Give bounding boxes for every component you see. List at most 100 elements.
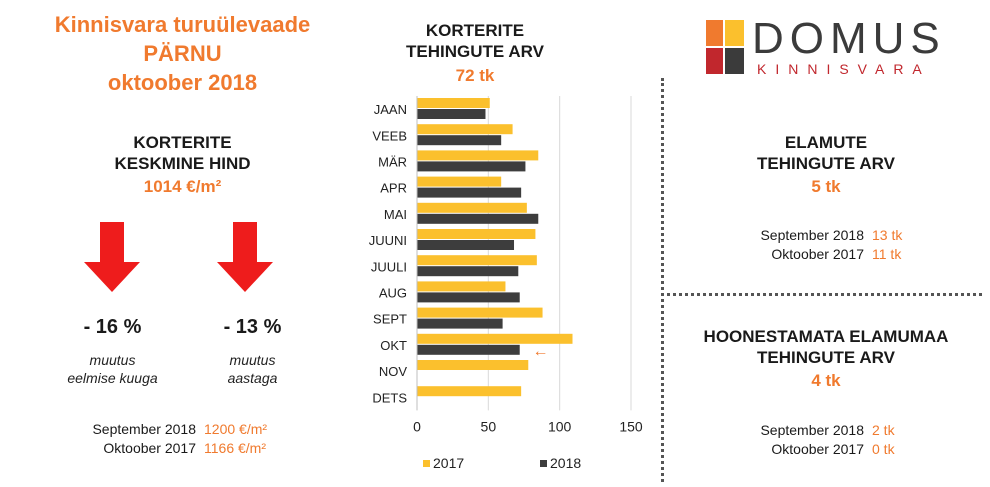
category-label: NOV — [379, 364, 408, 379]
price-comparison-value: 1200 €/m² — [204, 421, 268, 437]
report-title-line-2: PÄRNU — [143, 41, 222, 66]
bar-2017 — [417, 229, 536, 239]
bar-2018 — [417, 187, 522, 198]
price-value: 1014 €/m² — [143, 177, 222, 196]
chart-category-labels: JAAN VEEB MÄR APR MAI JUUNI JUULI AUG SEPT OKT NOV… — [369, 102, 408, 405]
chart-gridlines — [487, 96, 632, 411]
houses-deals-block: ELAMUTE TEHINGUTE ARV 5 tk — [670, 132, 982, 197]
change-year-caption-2: aastaga — [227, 370, 278, 386]
price-heading-line-1: KORTERITE — [133, 133, 232, 152]
category-label: JUULI — [371, 259, 407, 274]
bar-2018 — [417, 266, 519, 277]
change-month-value: - 16 % — [83, 316, 142, 338]
houses-comparison-row: September 2018 13 tk — [712, 226, 902, 245]
x-tick-label: 0 — [413, 418, 421, 434]
deals-heading-line-2: TEHINGUTE ARV — [406, 42, 544, 61]
price-comparison-row: September 2018 1200 €/m² — [50, 420, 267, 439]
chart-x-tick-labels: 0 50 100 150 — [413, 418, 643, 434]
category-label: MÄR — [378, 155, 407, 170]
report-title-line-1: Kinnisvara turuülevaade — [54, 12, 311, 37]
logo-subtitle: KINNISVARA — [757, 61, 931, 77]
category-label: APR — [380, 181, 407, 196]
bar-2017 — [417, 150, 539, 161]
price-comparison-label: September 2018 — [92, 421, 196, 437]
price-comparison-label: Oktoober 2017 — [103, 440, 196, 456]
domus-logo: DOMUS KINNISVARA — [706, 14, 976, 78]
change-month-caption-2: eelmise kuuga — [67, 370, 158, 386]
category-label: JAAN — [374, 102, 407, 117]
land-comparisons: September 2018 2 tk Oktoober 2017 0 tk — [712, 421, 895, 459]
houses-value: 5 tk — [811, 177, 841, 196]
chart-bars — [417, 98, 573, 397]
bar-2018 — [417, 161, 526, 172]
category-label: SEPT — [373, 312, 407, 327]
land-comparison-value: 0 tk — [872, 441, 895, 457]
bar-2017 — [417, 255, 537, 266]
bar-2017 — [417, 281, 506, 292]
bar-2017 — [417, 386, 522, 397]
legend-label: 2018 — [550, 455, 581, 471]
land-comparison-value: 2 tk — [872, 422, 895, 438]
land-comparison-row: Oktoober 2017 0 tk — [712, 440, 895, 459]
apartment-price-block: KORTERITE KESKMINE HIND 1014 €/m² — [0, 132, 365, 197]
price-heading-line-2: KESKMINE HIND — [114, 154, 251, 173]
deals-total: 72 tk — [455, 66, 495, 85]
bar-2018 — [417, 135, 502, 146]
houses-heading-line-2: TEHINGUTE ARV — [757, 154, 895, 173]
land-deals-block: HOONESTAMATA ELAMUMAA TEHINGUTE ARV 4 tk — [670, 326, 982, 391]
horizontal-dotted-divider — [667, 293, 982, 296]
houses-comparison-value: 13 tk — [872, 227, 903, 243]
land-value: 4 tk — [811, 371, 841, 390]
bar-2017 — [417, 202, 527, 213]
bar-2018 — [417, 292, 520, 303]
houses-comparison-value: 11 tk — [872, 246, 902, 262]
x-tick-label: 50 — [481, 418, 497, 434]
change-month: - 16 % muutus eelmise kuuga — [40, 316, 185, 387]
bar-2018 — [417, 344, 520, 355]
report-title-line-3: oktoober 2018 — [107, 70, 258, 95]
logo-name: DOMUS — [752, 14, 946, 63]
price-comparison-value: 1166 €/m² — [204, 440, 266, 456]
x-tick-label: 100 — [548, 418, 572, 434]
category-label: OKT — [380, 338, 407, 353]
report-title: Kinnisvara turuülevaade PÄRNU oktoober 2… — [0, 10, 365, 97]
category-label: VEEB — [372, 128, 407, 143]
land-heading-line-2: TEHINGUTE ARV — [757, 348, 895, 367]
land-comparison-row: September 2018 2 tk — [712, 421, 895, 440]
category-label: MAI — [384, 207, 407, 222]
price-comparison-row: Oktoober 2017 1166 €/m² — [50, 439, 267, 458]
land-heading-line-1: HOONESTAMATA ELAMUMAA — [703, 327, 949, 346]
land-comparison-label: September 2018 — [760, 422, 864, 438]
change-year-caption-1: muutus — [229, 352, 276, 368]
bar-2018 — [417, 213, 539, 224]
houses-comparison-row: Oktoober 2017 11 tk — [712, 245, 902, 264]
apartment-deals-chart: JAAN VEEB MÄR APR MAI JUUNI JUULI AUG SEPT OKT NOV… — [369, 96, 643, 471]
bar-2017 — [417, 98, 490, 108]
houses-comparisons: September 2018 13 tk Oktoober 2017 11 tk — [712, 226, 902, 264]
bar-2017 — [417, 360, 529, 370]
bar-2017 — [417, 176, 502, 187]
houses-comparison-label: Oktoober 2017 — [771, 246, 864, 262]
chart-legend: 2017 2018 — [423, 455, 581, 471]
legend-swatch — [423, 460, 430, 467]
category-label: AUG — [379, 286, 407, 301]
houses-comparison-label: September 2018 — [760, 227, 864, 243]
bar-2017 — [417, 333, 573, 344]
apartment-deals-heading: KORTERITE TEHINGUTE ARV 72 tk — [380, 20, 570, 86]
category-label: DETS — [372, 390, 407, 405]
bar-2017 — [417, 124, 513, 135]
category-label: JUUNI — [369, 233, 407, 248]
deals-heading-line-1: KORTERITE — [425, 21, 525, 40]
bar-2018 — [417, 109, 486, 119]
land-comparison-label: Oktoober 2017 — [771, 441, 864, 457]
vertical-dotted-divider — [661, 78, 664, 482]
legend-swatch — [540, 460, 547, 467]
bar-2018 — [417, 318, 503, 329]
change-month-caption-1: muutus — [89, 352, 136, 368]
price-comparisons: September 2018 1200 €/m² Oktoober 2017 116… — [50, 420, 267, 458]
change-year: - 13 % muutus aastaga — [180, 316, 325, 387]
houses-heading-line-1: ELAMUTE — [784, 133, 868, 152]
change-year-value: - 13 % — [223, 316, 282, 338]
x-tick-label: 150 — [619, 418, 643, 434]
chart-highlight: ← — [533, 343, 549, 360]
